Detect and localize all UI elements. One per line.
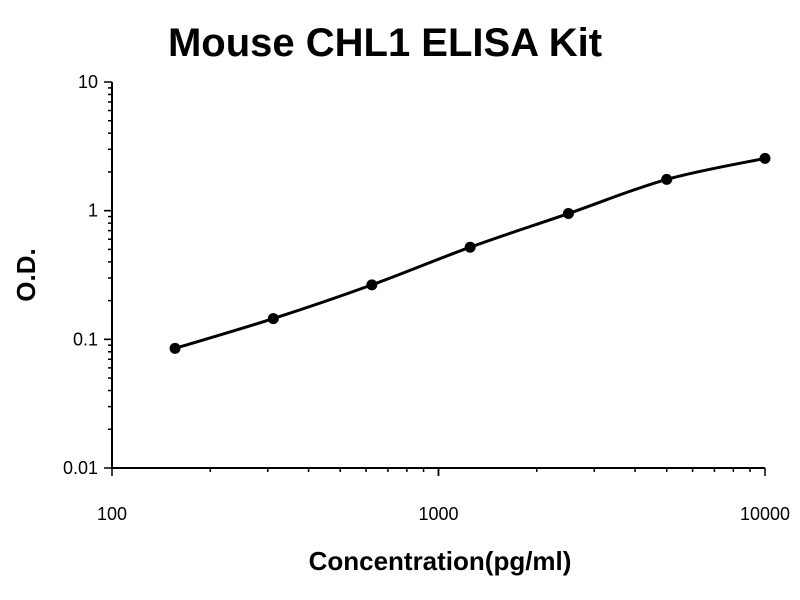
- x-tick-label: 1000: [418, 504, 458, 524]
- data-point: [562, 208, 574, 220]
- plot-layer: [169, 152, 771, 354]
- data-point: [267, 313, 279, 325]
- tick-labels-layer: 0.01 0.1 1 10 100 1000 10000: [63, 72, 790, 524]
- ticks-layer: [104, 81, 766, 476]
- chart-title: Mouse CHL1 ELISA Kit: [168, 21, 602, 65]
- x-tick-label: 10000: [740, 504, 790, 524]
- data-point: [464, 241, 476, 253]
- data-point: [759, 152, 771, 164]
- axes-layer: [111, 82, 765, 469]
- data-point: [661, 173, 673, 185]
- x-axis-label: Concentration(pg/ml): [309, 546, 572, 576]
- y-axis-label: O.D.: [11, 248, 41, 301]
- y-tick-label: 10: [78, 72, 98, 92]
- y-tick-label: 0.1: [73, 329, 98, 349]
- y-tick-label: 0.01: [63, 458, 98, 478]
- standard-curve-line: [174, 156, 766, 350]
- data-point: [366, 279, 378, 291]
- x-tick-label: 100: [97, 504, 127, 524]
- y-tick-label: 1: [88, 201, 98, 221]
- data-point: [169, 342, 181, 354]
